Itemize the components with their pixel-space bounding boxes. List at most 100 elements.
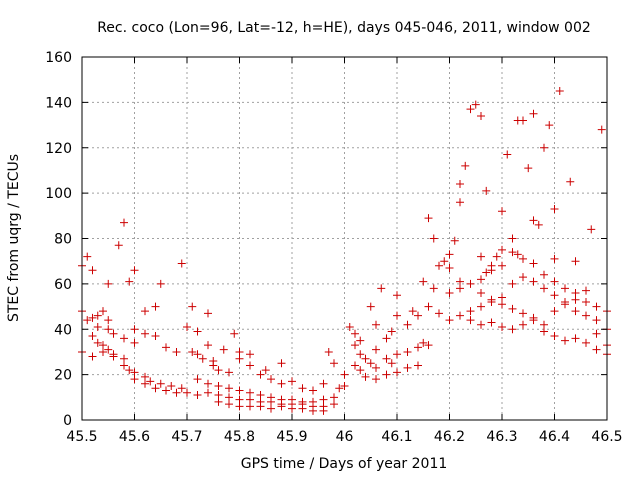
data-point — [298, 404, 307, 413]
data-point — [382, 334, 391, 343]
data-point — [477, 320, 485, 329]
data-point — [445, 316, 454, 325]
data-point — [109, 329, 118, 338]
x-tick-label: 45.9 — [276, 429, 307, 445]
data-point — [498, 261, 506, 270]
data-point — [130, 368, 139, 377]
data-point — [120, 334, 128, 343]
data-point — [550, 332, 559, 341]
grid-layer — [82, 57, 607, 420]
data-point — [382, 354, 391, 363]
data-point — [571, 257, 580, 266]
y-tick-label: 120 — [45, 141, 72, 157]
chart-title: Rec. coco (Lon=96, Lat=-12, h=HE), days … — [97, 20, 591, 36]
data-point — [366, 302, 375, 311]
data-point — [330, 359, 338, 368]
data-point — [477, 252, 485, 261]
data-point — [435, 309, 443, 318]
data-point — [540, 327, 548, 336]
data-point — [256, 391, 265, 400]
data-point — [487, 295, 496, 304]
y-tick-label: 40 — [54, 322, 72, 338]
data-point — [356, 350, 365, 359]
data-point — [319, 379, 328, 388]
data-point — [540, 143, 548, 152]
data-point — [193, 391, 202, 400]
data-point — [540, 320, 548, 329]
data-point — [214, 397, 223, 406]
data-point — [235, 347, 244, 356]
data-point — [566, 177, 575, 186]
data-point — [225, 368, 233, 377]
data-point — [508, 234, 517, 243]
data-point — [204, 341, 212, 350]
data-point — [382, 370, 391, 379]
y-tick-label: 0 — [63, 413, 72, 429]
y-axis-label: STEC from uqrg / TECUs — [6, 154, 22, 322]
data-point — [508, 279, 517, 288]
data-point — [335, 384, 344, 393]
tick-labels-layer: 45.5 45.6 45.7 45.8 45.9 46 46.1 46.2 46.3 46.4 46… — [45, 50, 622, 445]
x-tick-label: 46.1 — [381, 429, 412, 445]
data-point — [83, 316, 92, 325]
data-point — [246, 395, 254, 404]
data-point — [582, 311, 590, 320]
data-point — [508, 304, 517, 313]
data-point — [582, 286, 590, 295]
data-point — [361, 354, 370, 363]
y-tick-label: 160 — [45, 50, 72, 66]
data-point — [372, 345, 380, 354]
data-point — [204, 388, 212, 397]
data-point — [235, 395, 244, 404]
x-axis-label: GPS time / Days of year 2011 — [241, 456, 448, 472]
data-point — [309, 386, 317, 395]
data-point — [256, 370, 265, 379]
data-point — [141, 372, 149, 381]
data-point — [414, 361, 422, 370]
data-point — [267, 375, 275, 384]
data-point — [198, 354, 207, 363]
data-point — [120, 354, 128, 363]
data-point — [188, 347, 197, 356]
data-point — [330, 393, 338, 402]
data-point — [456, 311, 464, 320]
data-point — [288, 404, 296, 413]
x-tick-label: 46.5 — [591, 429, 622, 445]
data-point — [524, 164, 533, 173]
data-point — [356, 366, 365, 375]
data-point — [225, 400, 233, 409]
data-point — [582, 338, 590, 347]
data-point — [592, 302, 601, 311]
data-point — [183, 322, 191, 331]
data-point — [151, 384, 160, 393]
data-point — [508, 325, 517, 334]
data-point — [277, 402, 286, 411]
data-point — [471, 100, 480, 109]
data-point — [561, 284, 569, 293]
data-point — [219, 345, 228, 354]
data-point — [130, 375, 139, 384]
data-point — [130, 266, 139, 275]
data-point — [424, 341, 433, 350]
x-tick-label: 46.2 — [434, 429, 465, 445]
data-point — [487, 266, 496, 275]
data-point — [340, 370, 349, 379]
data-point — [477, 302, 485, 311]
points-layer — [78, 87, 611, 415]
data-point — [561, 300, 569, 309]
data-point — [88, 266, 97, 275]
data-point — [450, 236, 459, 245]
data-point — [246, 402, 254, 411]
data-point — [372, 320, 380, 329]
data-point — [498, 207, 506, 216]
data-point — [429, 284, 438, 293]
data-point — [424, 302, 433, 311]
data-point — [141, 329, 149, 338]
data-point — [141, 307, 149, 316]
data-point — [387, 327, 396, 336]
data-point — [88, 332, 97, 341]
data-point — [466, 279, 475, 288]
data-point — [167, 381, 176, 390]
data-point — [99, 341, 107, 350]
